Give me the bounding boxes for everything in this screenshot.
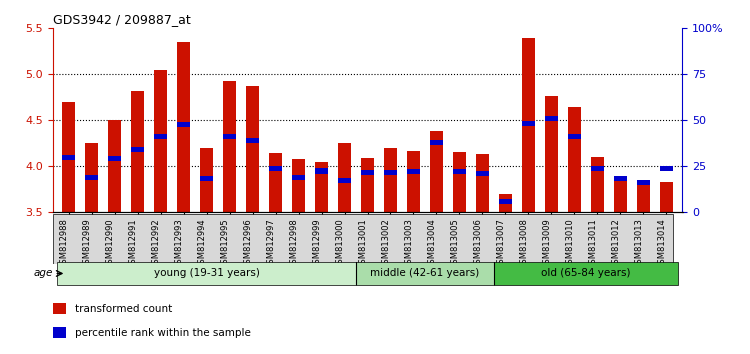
Bar [476,171,489,176]
Bar [53,327,66,338]
Text: GSM813013: GSM813013 [634,218,644,269]
Bar [177,42,190,212]
Bar [659,166,674,171]
Bar [659,182,674,212]
Bar [499,199,512,204]
Bar [361,158,374,212]
Bar [452,169,466,175]
Bar [383,170,398,175]
Text: GSM812989: GSM812989 [82,218,92,269]
Bar [177,122,190,127]
Bar [361,170,374,175]
Bar [430,131,443,212]
Text: GSM813009: GSM813009 [542,218,551,269]
Text: GSM812999: GSM812999 [313,218,322,269]
Bar [406,169,421,175]
Bar [637,181,650,185]
Bar [499,194,512,212]
Bar [108,120,122,212]
Text: GSM813001: GSM813001 [358,218,368,269]
Bar [292,159,305,212]
Text: GSM813003: GSM813003 [404,218,413,269]
Text: young (19-31 years): young (19-31 years) [154,268,260,279]
Bar [521,38,536,212]
Bar [452,152,466,212]
Text: GSM813008: GSM813008 [520,218,529,269]
Bar [268,153,283,212]
Text: GSM813006: GSM813006 [473,218,482,269]
Bar [314,162,328,212]
Bar [590,157,604,212]
Text: transformed count: transformed count [74,304,172,314]
Bar [85,175,98,180]
FancyBboxPatch shape [57,262,356,285]
Bar [314,169,328,173]
Text: GSM812991: GSM812991 [128,218,137,269]
Bar [200,148,214,212]
Text: GSM812995: GSM812995 [220,218,230,269]
Bar [268,166,283,171]
Bar [85,143,98,212]
Bar [383,148,398,212]
Text: GSM812993: GSM812993 [175,218,184,269]
Text: old (65-84 years): old (65-84 years) [542,268,631,279]
Bar [338,143,352,212]
Text: GSM812990: GSM812990 [106,218,115,269]
Bar [200,176,214,181]
Bar [430,140,443,145]
Bar [246,86,259,212]
Bar [406,151,421,212]
Bar [130,147,145,152]
Text: GSM812998: GSM812998 [290,218,298,269]
Bar [62,102,76,212]
Bar [62,155,76,160]
Text: GSM813005: GSM813005 [451,218,460,269]
Bar [614,176,627,181]
Text: GSM813002: GSM813002 [382,218,391,269]
Text: GSM813000: GSM813000 [335,218,344,269]
Text: GSM812988: GSM812988 [59,218,68,269]
Bar [292,175,305,180]
Text: GSM813004: GSM813004 [427,218,436,269]
Bar [108,155,122,161]
Bar [544,116,558,121]
Bar [130,91,145,212]
FancyBboxPatch shape [356,262,494,285]
Bar [338,178,352,183]
Text: GSM813011: GSM813011 [589,218,598,269]
Bar [521,121,536,126]
Bar [637,182,650,212]
Bar [590,166,604,171]
Bar [568,107,581,212]
Text: GSM813007: GSM813007 [496,218,506,269]
Bar [476,154,489,212]
Bar [246,138,259,143]
Text: age: age [34,268,53,279]
Text: percentile rank within the sample: percentile rank within the sample [74,328,250,338]
Text: GSM813014: GSM813014 [658,218,667,269]
Text: middle (42-61 years): middle (42-61 years) [370,268,479,279]
Bar [568,135,581,139]
Bar [614,177,627,212]
Text: GSM812994: GSM812994 [197,218,206,269]
Bar [154,135,167,139]
Bar [223,81,236,212]
Text: GSM813012: GSM813012 [611,218,620,269]
Text: GSM812996: GSM812996 [244,218,253,269]
Bar [53,303,66,314]
Text: GSM812992: GSM812992 [152,218,160,269]
Bar [544,96,558,212]
Bar [223,135,236,139]
FancyBboxPatch shape [494,262,678,285]
Text: GSM812997: GSM812997 [266,218,275,269]
Bar [154,70,167,212]
Text: GSM813010: GSM813010 [566,218,574,269]
Text: GDS3942 / 209887_at: GDS3942 / 209887_at [53,13,190,26]
